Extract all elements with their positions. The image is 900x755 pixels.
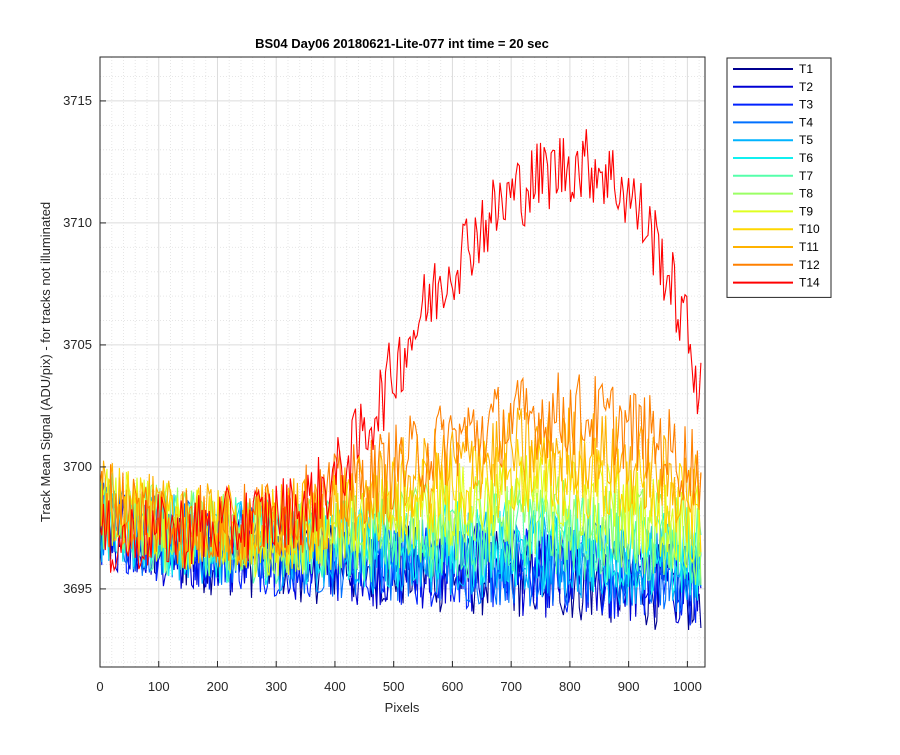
x-tick-label: 100	[148, 679, 170, 694]
legend-label-t7: T7	[799, 169, 813, 183]
legend: T1 T2 T3 T4 T5 T6 T7 T8 T9 T10 T11 T12 T14	[726, 57, 832, 298]
legend-label-t11: T11	[799, 240, 819, 254]
legend-label-t4: T4	[799, 115, 813, 129]
legend-label-t9: T9	[799, 204, 813, 218]
y-axis: 3695 3700 3705 3710 3715	[63, 93, 106, 596]
series-line-t11	[100, 407, 702, 569]
plot-area	[100, 129, 702, 631]
x-axis-label: Pixels	[385, 700, 420, 715]
legend-label-t5: T5	[799, 133, 813, 147]
x-tick-label: 600	[442, 679, 464, 694]
x-tick-label: 300	[265, 679, 287, 694]
x-tick-label: 1000	[673, 679, 702, 694]
series-line-t12	[100, 372, 702, 565]
legend-label-t10: T10	[799, 222, 820, 236]
x-tick-label: 200	[207, 679, 229, 694]
x-tick-label: 500	[383, 679, 405, 694]
legend-label-t1: T1	[799, 62, 813, 76]
y-tick-label: 3705	[63, 337, 92, 352]
legend-box	[726, 57, 832, 298]
y-tick-label: 3695	[63, 581, 92, 596]
legend-label-t8: T8	[799, 187, 813, 201]
legend-label-t12: T12	[799, 258, 820, 272]
chart-title: BS04 Day06 20180621-Lite-077 int time = …	[255, 36, 549, 51]
legend-label-t2: T2	[799, 80, 813, 94]
x-tick-label: 400	[324, 679, 346, 694]
y-axis-label: Track Mean Signal (ADU/pix) - for tracks…	[38, 202, 53, 522]
legend-label-t14: T14	[799, 276, 820, 290]
axes-box	[99, 56, 706, 668]
y-tick-label: 3700	[63, 459, 92, 474]
y-tick-label: 3710	[63, 215, 92, 230]
y-tick-label: 3715	[63, 93, 92, 108]
x-tick-label: 900	[618, 679, 640, 694]
x-tick-label: 700	[500, 679, 522, 694]
series-line-t5	[100, 489, 702, 606]
x-tick-label: 0	[96, 679, 103, 694]
legend-label-t3: T3	[799, 98, 813, 112]
series-line-t14	[100, 129, 702, 573]
x-axis: 0 100 200 300 400 500 600 700 800 900 1000	[96, 661, 702, 694]
legend-label-t6: T6	[799, 151, 813, 165]
x-tick-label: 800	[559, 679, 581, 694]
